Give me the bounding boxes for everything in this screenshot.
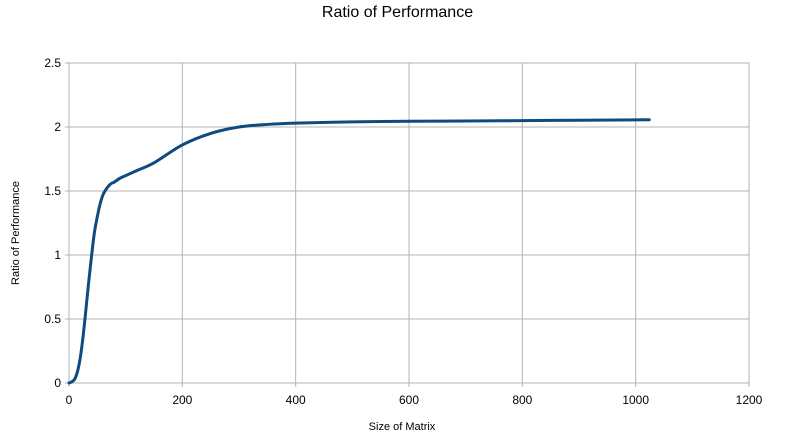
x-tick-label: 400: [286, 393, 306, 407]
x-tick-label: 0: [66, 393, 73, 407]
x-tick-label: 800: [512, 393, 532, 407]
y-tick-label: 2: [54, 120, 61, 134]
y-tick-label: 0.5: [44, 312, 61, 326]
plot-area: [68, 62, 750, 384]
series-line: [67, 118, 651, 385]
y-tick-label: 2.5: [44, 56, 61, 70]
chart-title: Ratio of Performance: [321, 4, 474, 21]
y-tick-label: 1.5: [44, 184, 61, 198]
x-tick-label: 1200: [736, 393, 763, 407]
x-tick-label: 200: [172, 393, 192, 407]
y-axis-ticks: 0 0.5 1 1.5 2 2.5: [44, 56, 61, 390]
plot-border: [68, 62, 750, 384]
x-tick-label: 1000: [622, 393, 649, 407]
series-group: [67, 118, 651, 385]
x-axis-label: Size of Matrix: [369, 421, 436, 433]
x-tick-label: 600: [399, 393, 419, 407]
y-tick-label: 0: [54, 376, 61, 390]
x-axis-ticks: 0 200 400 600 800 1000 1200: [66, 393, 763, 407]
y-tick-label: 1: [54, 248, 61, 262]
y-axis-label: Ratio of Performance: [10, 181, 22, 285]
gridlines: [65, 62, 750, 387]
